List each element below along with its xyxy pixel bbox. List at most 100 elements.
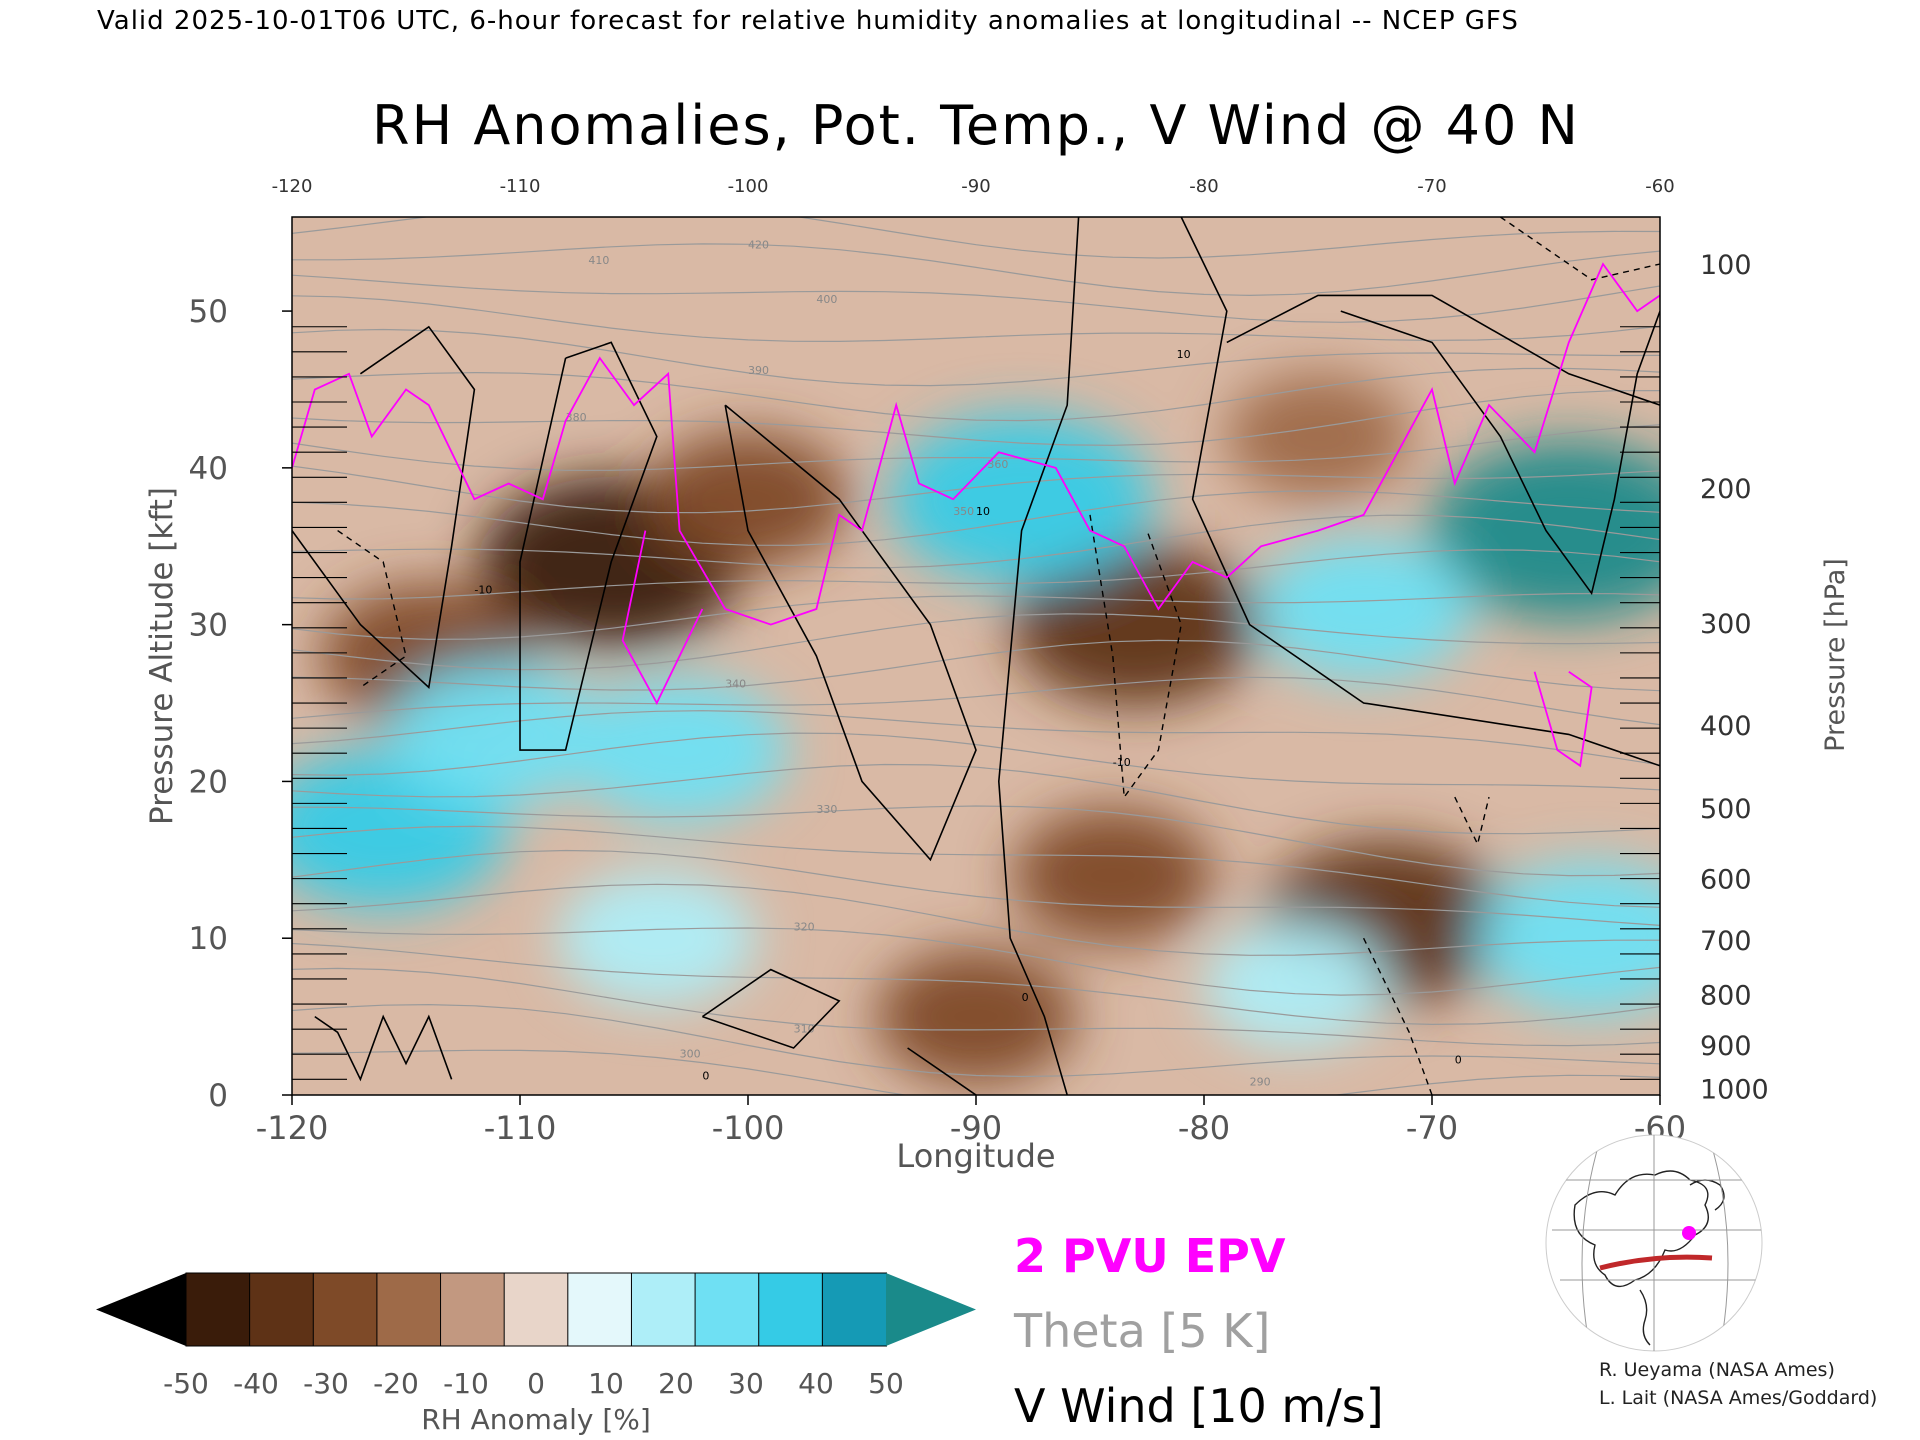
legend-epv: 2 PVU EPV [1014,1229,1286,1283]
colorbar-tick-label: -20 [373,1367,419,1400]
v-wind-contour-label: 10 [976,505,990,518]
theta-contour-line [292,514,1660,569]
pressure-tick-label: 100 [1700,250,1752,281]
colorbar-under-arrow [96,1273,186,1346]
colorbar-tick-label: -50 [163,1367,209,1400]
rh-anomaly-blob [1255,536,1472,681]
theta-contour-line [292,883,1660,956]
colorbar-tick-label: 0 [527,1367,545,1400]
x-top-tick-label: -80 [1189,176,1218,197]
v-wind-contour-negative [1089,514,1182,800]
v-wind-contour-label: 10 [1177,348,1191,361]
y-tick-label: 30 [189,608,228,644]
theta-contour-line [292,243,1660,297]
colorbar-over-arrow [886,1273,976,1346]
theta-contour-line [292,274,1660,323]
y-axis-right-pressure: 100 200 300 400 500 600 700 800 900 1000 [1700,250,1769,1106]
x-top-tick-label: -120 [272,176,313,197]
theta-contour-line [292,967,1660,1047]
v-wind-contour-line [1180,217,1660,767]
x-top-tick-label: -70 [1417,176,1446,197]
colorbar-segment [821,1272,888,1347]
rh-anomaly-blob [1475,861,1660,1015]
colorbar-tick-label: 50 [868,1367,904,1400]
theta-contour-line [292,1049,1660,1095]
theta-contour-label: 340 [725,677,746,690]
theta-contour-line [292,942,1660,1026]
x-tick-label: -70 [1406,1109,1458,1147]
pressure-tick-label: 300 [1700,609,1752,640]
v-wind-contour-line [1226,294,1660,406]
x-top-tick-label: -110 [500,176,541,197]
rh-anomaly-blob [1011,543,1260,706]
colorbar: -50 -40 -30 -20 -10 0 10 20 30 40 50 [96,1272,976,1400]
legend: 2 PVU EPV Theta [5 K] V Wind [10 m/s] [1013,1229,1384,1433]
theta-contour-label: 420 [748,238,769,251]
v-wind-contour-line [701,968,841,1049]
v-wind-contour-negative [337,530,407,688]
x-axis-top: -120 -110 -100 -90 -80 -70 -60 [272,176,1675,197]
pressure-tick-label: 600 [1700,865,1752,896]
v-wind-contour-label: -10 [474,583,492,596]
theta-contour-line [292,490,1660,546]
epv-contour-line [621,530,704,705]
v-wind-contour-label: -10 [1113,756,1131,769]
theta-contour-line [292,763,1660,835]
v-wind-contours: 0 10 -10 0 10 -10 0 [292,217,1660,1095]
x-tick-label: -120 [256,1109,329,1147]
pressure-tick-label: 500 [1700,794,1752,825]
theta-contour-line [292,849,1660,926]
v-wind-contour-negative [1362,937,1433,1095]
colorbar-segment [312,1272,378,1347]
colorbar-segment [630,1272,697,1347]
x-tick-label: -90 [950,1109,1002,1147]
v-wind-contour-line [724,404,977,862]
theta-contour-line [292,367,1660,422]
v-wind-contour-line [1340,310,1660,596]
theta-contour-label: 290 [1250,1076,1271,1089]
colorbar-segment [249,1272,315,1347]
theta-contour-line [292,825,1660,908]
v-wind-contour-label: 0 [1455,1054,1462,1067]
y-tick-label: 40 [189,451,228,487]
theta-contour-line [292,295,1660,343]
theta-contour-line [292,424,1660,471]
colorbar-tick-label: 10 [588,1367,624,1400]
colorbar-segment [758,1272,824,1347]
theta-contour-line [292,805,1660,877]
colorbar-segment [376,1272,442,1347]
rh-anomaly-blob [1203,922,1388,1049]
colorbar-tick-label: -10 [443,1367,489,1400]
rh-anomaly-blob [1012,808,1213,943]
pressure-tick-label: 700 [1700,926,1752,957]
colorbar-tick-label: 20 [658,1367,694,1400]
pressure-tick-label: 800 [1700,981,1752,1012]
v-wind-contour-line [292,325,476,689]
colorbar-tick-label: 30 [728,1367,764,1400]
y-axis-label: Pressure Altitude [kft] [144,487,180,825]
theta-contour-line [292,732,1660,791]
rh-anomaly-blob [571,678,788,823]
x-top-tick-label: -100 [728,176,769,197]
theta-contour-label: 300 [680,1047,701,1060]
v-wind-contour-line [314,1014,453,1082]
rh-anomaly-blob [1428,440,1660,621]
legend-theta: Theta [5 K] [1013,1304,1270,1358]
colorbar-tick-label: 40 [798,1367,834,1400]
x-top-tick-label: -90 [961,176,990,197]
y-tick-label: 0 [208,1078,228,1114]
x-tick-label: -110 [484,1109,557,1147]
credit-line-2: L. Lait (NASA Ames/Goddard) [1599,1387,1877,1409]
x-axis-bottom: -120 -110 -100 -90 -80 -70 -60 [256,1095,1686,1147]
theta-contour-label: 330 [816,803,837,816]
colorbar-label: RH Anomaly [%] [421,1403,651,1436]
theta-contour-label: 360 [987,458,1008,471]
theta-contour-line [292,465,1660,514]
theta-contour-label: 380 [566,411,587,424]
v-wind-contour-label: 0 [1022,991,1029,1004]
pressure-tick-label: 900 [1700,1031,1752,1062]
theta-contour-line [292,1003,1660,1078]
theta-contour-line [292,217,1660,259]
epv-contour-line [292,262,1660,626]
